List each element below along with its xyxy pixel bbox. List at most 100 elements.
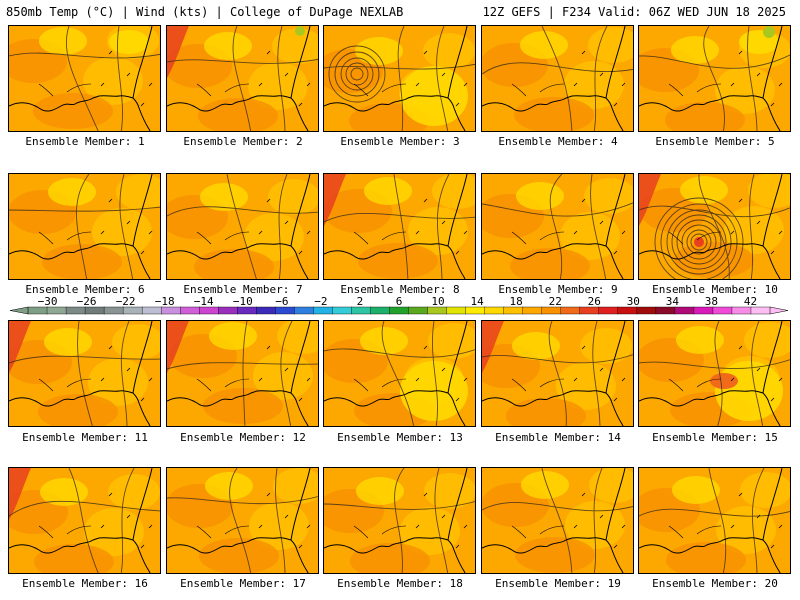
colorbar-swatch [560, 306, 581, 315]
colorbar-swatch [617, 306, 638, 315]
colorbar-swatch [370, 306, 391, 315]
colorbar-swatch [199, 306, 219, 315]
ensemble-member-label: Ensemble Member: 13 [337, 431, 463, 444]
colorbar-swatch [141, 306, 162, 315]
colorbar-tick-label: −10 [232, 295, 253, 308]
ensemble-member-3-map [323, 25, 476, 132]
colorbar-swatch [84, 306, 105, 315]
colorbar-tick-label: −14 [193, 295, 214, 308]
ensemble-member-13-map [323, 320, 476, 427]
ensemble-member-16-map [8, 467, 161, 574]
ensemble-member-label: Ensemble Member: 18 [337, 577, 463, 590]
colorbar-tick-label: 22 [548, 295, 562, 308]
colorbar-tick-label: 38 [704, 295, 719, 308]
colorbar-tick-label: 14 [470, 295, 484, 308]
ensemble-member-19-map [481, 467, 634, 574]
ensemble-member-label: Ensemble Member: 19 [495, 577, 621, 590]
colorbar-tick-label: −2 [314, 295, 328, 308]
ensemble-member-4-map [481, 25, 634, 132]
colorbar-tick-label: 30 [626, 295, 640, 308]
colorbar-tick-label: 6 [395, 295, 403, 308]
colorbar-tick-label: 18 [509, 295, 523, 308]
colorbar-swatch [712, 306, 733, 315]
ensemble-member-10-map [638, 173, 791, 280]
ensemble-member-11-map [8, 320, 161, 427]
colorbar-swatch [122, 306, 143, 315]
model-run-info: 12Z GEFS | F234 Valid: 06Z WED JUN 18 20… [482, 5, 786, 19]
ensemble-member-12-map [166, 320, 319, 427]
ensemble-member-2-map [166, 25, 319, 132]
colorbar-tick-label: 2 [356, 295, 364, 308]
ensemble-member-label: Ensemble Member: 8 [340, 283, 460, 296]
colorbar-min-arrow [9, 306, 29, 315]
colorbar-swatch [332, 306, 353, 315]
colorbar-swatch [408, 306, 429, 315]
temperature-colorbar [9, 306, 789, 315]
ensemble-member-7-map [166, 173, 319, 280]
colorbar-swatch [446, 306, 467, 315]
colorbar-tick-label: 26 [587, 295, 601, 308]
ensemble-member-label: Ensemble Member: 3 [340, 135, 460, 148]
colorbar-swatch [218, 306, 238, 315]
colorbar-tick-label: 42 [743, 295, 758, 308]
colorbar-swatch [731, 306, 752, 315]
colorbar-swatch [313, 306, 334, 315]
colorbar-swatch [275, 306, 296, 315]
colorbar-swatch [522, 306, 543, 315]
ensemble-member-label: Ensemble Member: 12 [180, 431, 306, 444]
colorbar-swatch [389, 306, 410, 315]
colorbar-swatch [27, 306, 48, 315]
ensemble-member-label: Ensemble Member: 5 [655, 135, 775, 148]
colorbar-swatch [180, 306, 200, 315]
ensemble-member-label: Ensemble Member: 15 [652, 431, 778, 444]
ensemble-member-14-map [481, 320, 634, 427]
ensemble-member-8-map [323, 173, 476, 280]
colorbar-tick-label: 34 [665, 295, 679, 308]
ensemble-member-15-map [638, 320, 791, 427]
ensemble-member-1-map [8, 25, 161, 132]
ensemble-member-label: Ensemble Member: 20 [652, 577, 778, 590]
ensemble-member-label: Ensemble Member: 6 [25, 283, 145, 296]
ensemble-member-6-map [8, 173, 161, 280]
colorbar-tick-label: −22 [115, 295, 136, 308]
ensemble-member-label: Ensemble Member: 14 [495, 431, 621, 444]
ensemble-member-label: Ensemble Member: 17 [180, 577, 306, 590]
colorbar-swatch [256, 306, 277, 315]
colorbar-swatch [541, 306, 562, 315]
ensemble-member-5-map [638, 25, 791, 132]
ensemble-member-label: Ensemble Member: 11 [22, 431, 148, 444]
colorbar-swatch [503, 306, 524, 315]
colorbar-swatch [237, 306, 258, 315]
colorbar-swatch [65, 306, 86, 315]
colorbar-tick-label: −6 [275, 295, 289, 308]
chart-title: 850mb Temp (°C) | Wind (kts) | College o… [6, 5, 404, 19]
colorbar-tick-label: −26 [76, 295, 97, 308]
colorbar-swatch [46, 306, 67, 315]
colorbar-swatch [160, 306, 181, 315]
colorbar-tick-label: −30 [37, 295, 58, 308]
colorbar-swatch [579, 306, 600, 315]
ensemble-member-label: Ensemble Member: 7 [183, 283, 303, 296]
ensemble-member-label: Ensemble Member: 2 [183, 135, 303, 148]
colorbar-swatch [294, 306, 315, 315]
colorbar-swatch [750, 306, 771, 315]
colorbar-swatch [693, 306, 714, 315]
colorbar-swatch [484, 306, 505, 315]
colorbar-swatch [351, 306, 372, 315]
ensemble-member-label: Ensemble Member: 9 [498, 283, 618, 296]
colorbar-max-arrow [769, 306, 789, 315]
colorbar-swatch [465, 306, 486, 315]
ensemble-member-17-map [166, 467, 319, 574]
colorbar-swatch [655, 306, 676, 315]
colorbar-tick-label: −18 [154, 295, 175, 308]
ensemble-member-9-map [481, 173, 634, 280]
ensemble-member-20-map [638, 467, 791, 574]
colorbar-swatch [598, 306, 619, 315]
ensemble-member-label: Ensemble Member: 4 [498, 135, 618, 148]
colorbar-swatch [674, 306, 695, 315]
ensemble-member-label: Ensemble Member: 1 [25, 135, 145, 148]
colorbar-swatch [103, 306, 124, 315]
ensemble-member-18-map [323, 467, 476, 574]
colorbar-tick-label: 10 [431, 295, 445, 308]
